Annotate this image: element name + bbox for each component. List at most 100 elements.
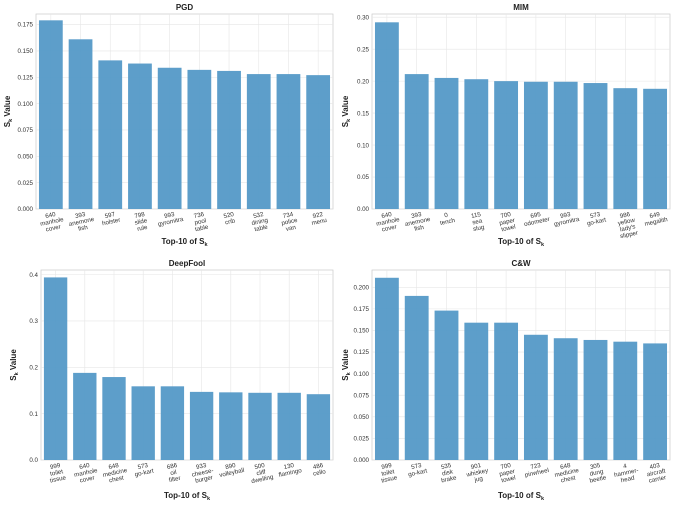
x-tick-label-line: tissue [49, 474, 67, 484]
x-tick-label: 115seaslug [470, 211, 486, 233]
x-tick-label: 993gyromitra [156, 209, 185, 228]
x-tick-label-line: cello [313, 468, 327, 478]
y-tick-label: 0.20 [357, 78, 370, 85]
x-tick-label: 686oilfilter [166, 462, 182, 484]
subplot-pgd: 0.000 0.025 0.050 0.075 0.100 0.125 0.150 0.175… [3, 3, 334, 248]
subplot-cw: 0.000 0.025 0.050 0.075 0.100 0.125 0.150 0.175… [341, 259, 671, 502]
bar [553, 338, 578, 460]
x-tick-label-line: beetle [589, 474, 607, 484]
x-tick-label-line: carrier [648, 474, 667, 484]
x-tick-label-line: cover [381, 223, 397, 233]
bar [73, 372, 97, 460]
y-tick-label: 0.150 [18, 48, 34, 55]
y-tick-label: 0.175 [354, 306, 370, 313]
y-tick-label: 0.150 [354, 328, 370, 335]
x-tick-label: 890volleyball [217, 460, 245, 479]
x-tick-label-line: rule [137, 224, 149, 233]
x-axis-label-subscript: k [207, 496, 211, 502]
y-tick-label: 0.30 [357, 14, 370, 21]
x-tick-label: 486cello [311, 462, 327, 478]
x-tick-label-line: manhole [376, 216, 401, 228]
y-tick-label: 0.100 [18, 101, 34, 108]
x-axis-label-main: Top-10 of S [161, 237, 205, 246]
x-tick-label-line: dining [251, 217, 269, 227]
y-tick-label: 0.000 [354, 457, 370, 464]
y-tick-label: 0.050 [354, 414, 370, 421]
x-tick-label: 798sliderule [133, 211, 150, 234]
bar [464, 322, 489, 460]
x-tick-label-line: tissue [381, 474, 399, 484]
y-axis-label-suffix: Value [341, 349, 350, 373]
x-tick-label-line: odometer [523, 216, 550, 228]
chart-title: PGD [176, 3, 194, 12]
x-tick-label: 999toilettissue [378, 461, 399, 484]
y-tick-label: 0.075 [354, 392, 370, 399]
x-tick-label: 734policevan [280, 210, 301, 233]
bar [643, 343, 668, 460]
x-tick-label-line: 695 [530, 211, 542, 220]
x-tick-label-line: 573 [589, 211, 601, 220]
x-tick-label-line: 532 [253, 211, 265, 220]
bar [306, 75, 331, 209]
x-tick-label-line: towel [501, 475, 517, 485]
x-tick-label-line: 798 [134, 211, 146, 220]
x-tick-label: 933cheese-burger [190, 461, 216, 485]
x-tick-label-line: menu [311, 217, 328, 227]
x-tick-label: 648medicinechest [553, 460, 582, 485]
y-tick-label: 0.15 [357, 110, 370, 117]
x-tick-label-line: 393 [411, 211, 423, 220]
x-tick-label-line: 305 [589, 462, 601, 471]
x-tick-label-line: 640 [381, 211, 393, 220]
bar [434, 77, 459, 210]
bar [68, 39, 93, 209]
bar [613, 341, 638, 460]
y-tick-label: 0.2 [29, 365, 38, 372]
x-tick-label: 993gyromitra [552, 209, 581, 228]
y-tick-label: 0.100 [354, 371, 370, 378]
x-tick-label: 700papertowel [497, 210, 517, 233]
x-tick-label-line: 686 [166, 462, 178, 471]
x-tick-label-line: cheese- [191, 467, 214, 478]
x-tick-label-line: tench [439, 217, 456, 227]
y-axis-label-subscript: k [346, 371, 352, 375]
x-tick-label-line: cover [79, 474, 95, 484]
x-tick-label-line: 535 [440, 462, 452, 471]
x-tick-label-line: 0 [444, 212, 449, 220]
x-tick-label-line: yellow [617, 217, 636, 228]
x-tick-label-line: lady's [619, 223, 636, 233]
x-tick-label-line: manhole [74, 467, 99, 479]
x-tick-label-line: police [281, 217, 299, 227]
y-axis-label: Sk Value [341, 349, 352, 381]
bar [276, 74, 301, 209]
x-tick-label: 901whiskeyjug [464, 461, 492, 486]
x-tick-label-line: chest [108, 474, 124, 484]
x-tick-label-line: gyromitra [553, 216, 580, 228]
x-tick-label: 736pooltable [192, 211, 210, 234]
x-tick-label-line: paper [499, 217, 516, 227]
bar [157, 67, 182, 209]
bar [404, 295, 429, 460]
x-tick-label-line: toilet [381, 468, 396, 478]
x-tick-label-line: 723 [530, 462, 542, 471]
bar [523, 81, 548, 209]
x-tick-label-line: 4 [623, 463, 628, 471]
bar [583, 339, 608, 460]
chart-title: MIM [513, 3, 529, 12]
x-tick-label-line: holster [101, 217, 121, 228]
y-tick-label: 0.125 [354, 349, 370, 356]
y-tick-label: 0.125 [18, 74, 34, 81]
x-tick-label-line: pool [194, 217, 207, 226]
bar [219, 392, 243, 460]
x-axis-label: Top-10 of Sk [164, 491, 211, 502]
x-tick-label-line: go-kart [408, 468, 429, 479]
x-tick-label-line: megalith [644, 216, 669, 228]
y-tick-label: 0.200 [354, 284, 370, 291]
bar [494, 322, 519, 460]
y-tick-label: 0.025 [18, 180, 34, 187]
bar [248, 392, 272, 460]
x-tick-label-line: chest [560, 474, 576, 484]
x-axis-label: Top-10 of Sk [498, 491, 545, 502]
bar [553, 81, 578, 209]
x-tick-label: 695odometer [522, 209, 550, 228]
